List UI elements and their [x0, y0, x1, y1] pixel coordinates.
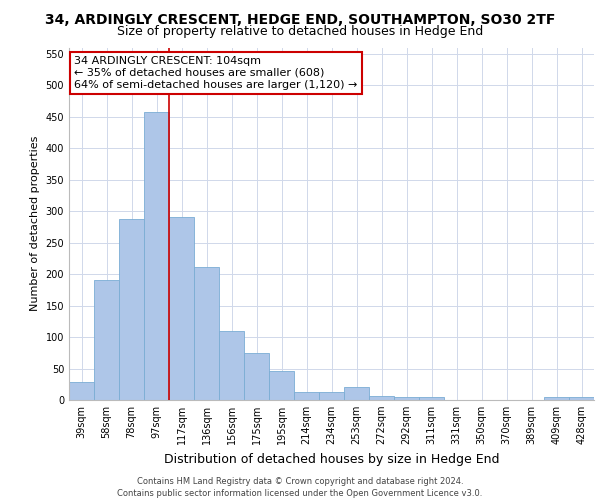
- Bar: [269, 371, 294, 400]
- Bar: [244, 354, 269, 400]
- Text: Contains HM Land Registry data © Crown copyright and database right 2024.
Contai: Contains HM Land Registry data © Crown c…: [118, 476, 482, 498]
- Text: Size of property relative to detached houses in Hedge End: Size of property relative to detached ho…: [117, 25, 483, 38]
- Bar: [369, 396, 394, 400]
- Bar: [169, 217, 194, 400]
- Y-axis label: Number of detached properties: Number of detached properties: [30, 136, 40, 312]
- Bar: [219, 331, 244, 400]
- Bar: [544, 397, 569, 400]
- X-axis label: Distribution of detached houses by size in Hedge End: Distribution of detached houses by size …: [164, 452, 499, 466]
- Bar: [344, 388, 369, 400]
- Text: 34 ARDINGLY CRESCENT: 104sqm
← 35% of detached houses are smaller (608)
64% of s: 34 ARDINGLY CRESCENT: 104sqm ← 35% of de…: [74, 56, 358, 90]
- Bar: [319, 392, 344, 400]
- Bar: [419, 397, 444, 400]
- Bar: [119, 220, 144, 400]
- Bar: [294, 392, 319, 400]
- Bar: [94, 280, 119, 400]
- Bar: [394, 397, 419, 400]
- Text: 34, ARDINGLY CRESCENT, HEDGE END, SOUTHAMPTON, SO30 2TF: 34, ARDINGLY CRESCENT, HEDGE END, SOUTHA…: [45, 12, 555, 26]
- Bar: [194, 266, 219, 400]
- Bar: [69, 382, 94, 400]
- Bar: [144, 112, 169, 400]
- Bar: [569, 397, 594, 400]
